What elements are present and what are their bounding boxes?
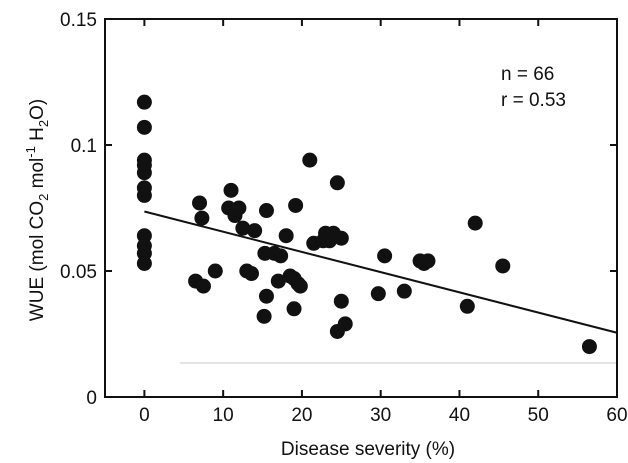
- data-point: [136, 187, 152, 203]
- y-axis-title: WUE (mol CO2 mol-1 H2O): [23, 99, 51, 321]
- data-point: [286, 301, 302, 317]
- data-point: [207, 263, 223, 279]
- data-point: [420, 253, 436, 269]
- tick-labels: 0 10 20 30 40 50 60 0 0.05 0.1 0.15: [60, 10, 628, 426]
- data-point: [377, 248, 393, 264]
- data-point: [581, 339, 597, 355]
- regression-line-group: [144, 210, 618, 334]
- data-point: [256, 308, 272, 324]
- x-tick-label: 40: [449, 405, 470, 426]
- data-point: [223, 182, 239, 198]
- x-tick-label: 20: [291, 405, 312, 426]
- data-point: [136, 94, 152, 110]
- axis-ticks: [105, 18, 618, 398]
- data-point: [258, 203, 274, 219]
- data-point: [459, 298, 475, 314]
- data-point: [302, 152, 318, 168]
- data-point: [136, 255, 152, 271]
- y-tick-label: 0.1: [71, 136, 97, 157]
- data-point: [329, 323, 345, 339]
- data-point: [278, 228, 294, 244]
- data-point: [333, 293, 349, 309]
- plot-frame: [104, 18, 618, 398]
- data-point: [231, 200, 247, 216]
- data-point: [258, 288, 274, 304]
- y-tick-label: 0: [86, 388, 97, 409]
- data-point: [273, 248, 289, 264]
- data-point: [194, 210, 210, 226]
- data-point: [195, 278, 211, 294]
- data-point: [333, 230, 349, 246]
- data-point: [192, 195, 208, 211]
- x-tick-label: 30: [370, 405, 391, 426]
- annotation-n: n = 66: [501, 64, 554, 85]
- data-point: [288, 197, 304, 213]
- data-point: [235, 220, 251, 236]
- x-tick-label: 10: [213, 405, 234, 426]
- data-point: [136, 119, 152, 135]
- data-point: [136, 165, 152, 181]
- data-points: [136, 94, 597, 355]
- x-tick-label: 60: [606, 405, 627, 426]
- data-point: [244, 266, 260, 282]
- regression-line: [144, 210, 618, 334]
- data-point: [329, 175, 345, 191]
- data-point: [247, 223, 263, 239]
- x-tick-label: 50: [528, 405, 549, 426]
- data-point: [396, 283, 412, 299]
- data-point: [270, 273, 286, 289]
- x-axis-title: Disease severity (%): [281, 439, 455, 460]
- data-point: [292, 278, 308, 294]
- data-point: [370, 286, 386, 302]
- x-tick-label: 0: [139, 405, 150, 426]
- annotation-r: r = 0.53: [501, 90, 566, 111]
- data-point: [495, 258, 511, 274]
- data-point: [467, 215, 483, 231]
- y-tick-label: 0.15: [60, 10, 97, 31]
- y-tick-label: 0.05: [60, 262, 97, 283]
- plot-border: [104, 18, 618, 398]
